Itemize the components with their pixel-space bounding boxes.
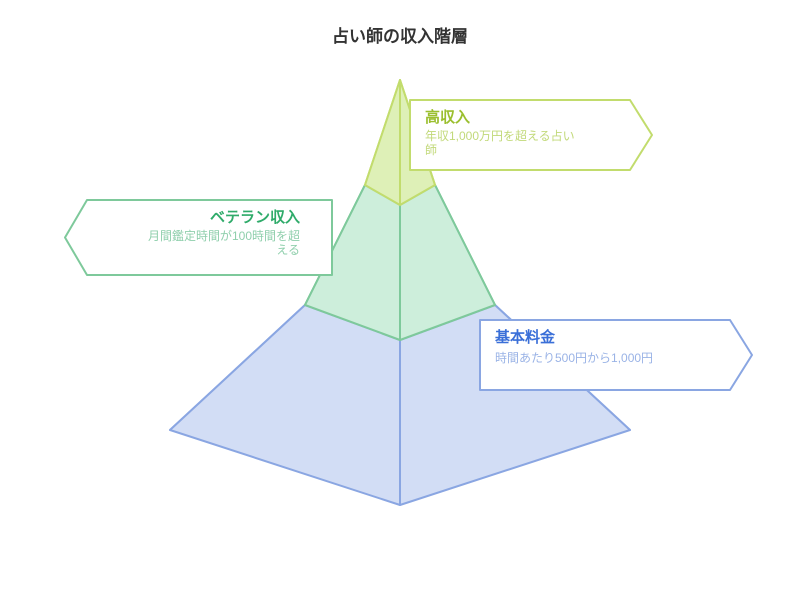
card-top-card: 高収入年収1,000万円を超える占い師: [410, 100, 652, 170]
card-base-card-subtitle-0: 時間あたり500円から1,000円: [495, 351, 653, 365]
card-mid-card-subtitle-0: 月間鑑定時間が100時間を超: [148, 228, 300, 243]
card-mid-card: ベテラン収入月間鑑定時間が100時間を超える: [65, 200, 332, 275]
card-mid-card-subtitle-1: える: [276, 243, 300, 257]
card-top-card-subtitle-1: 師: [425, 143, 437, 157]
pyramid-diagram: 占い師の収入階層 高収入年収1,000万円を超える占い師ベテラン収入月間鑑定時間…: [0, 0, 800, 595]
pyramid-base-left: [170, 305, 400, 505]
card-base-card: 基本料金時間あたり500円から1,000円: [480, 320, 752, 390]
pyramid-top-front_left: [365, 80, 400, 205]
diagram-title: 占い師の収入階層: [332, 26, 468, 46]
card-base-card-title: 基本料金: [494, 328, 556, 346]
card-top-card-title: 高収入: [425, 108, 470, 126]
card-top-card-subtitle-0: 年収1,000万円を超える占い: [425, 128, 575, 143]
card-mid-card-title: ベテラン収入: [210, 208, 300, 226]
